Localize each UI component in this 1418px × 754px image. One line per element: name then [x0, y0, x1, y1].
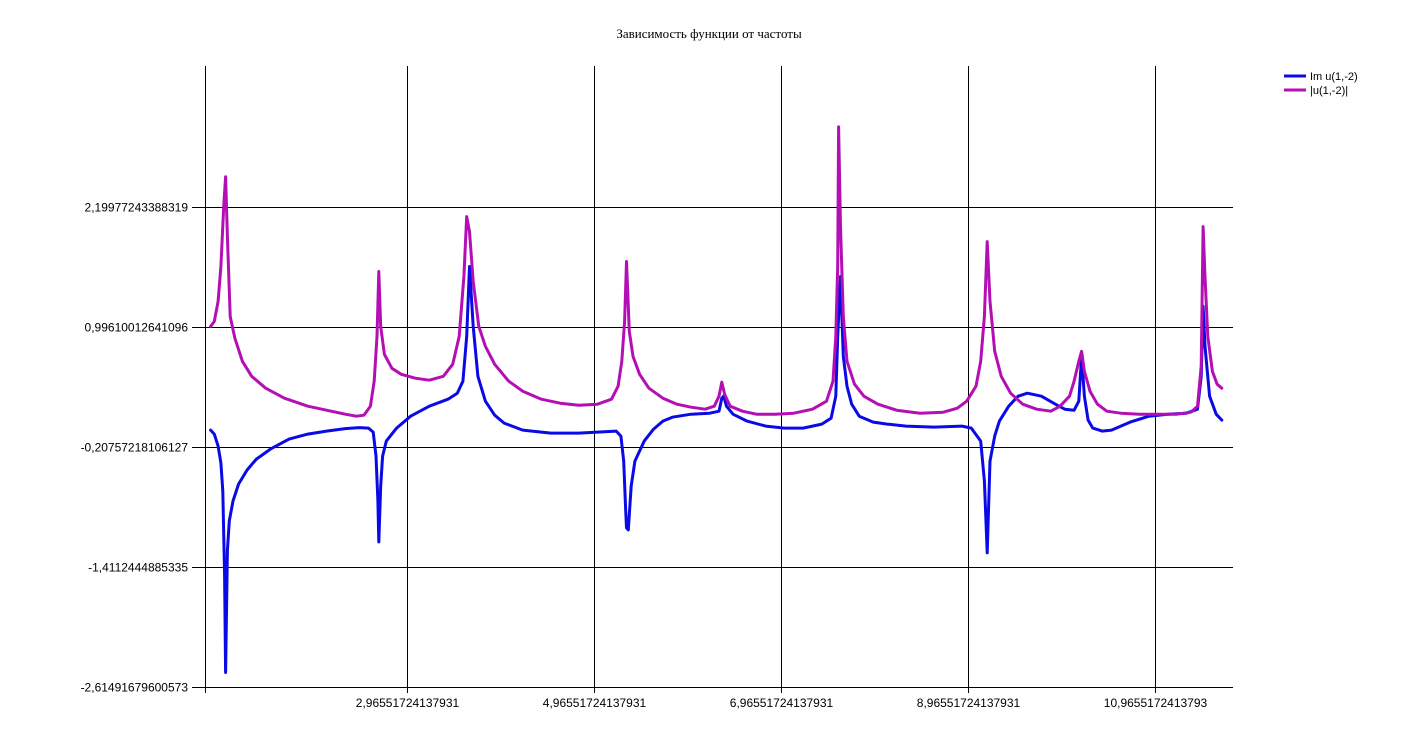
series-line-1 [209, 265, 1224, 674]
legend: Im u(1,-2) |u(1,-2)| [1284, 71, 1358, 97]
x-tick-label: 8,96551724137931 [917, 696, 1021, 710]
series-line-2 [209, 125, 1224, 418]
x-tick-label: 4,96551724137931 [543, 696, 647, 710]
y-tick-label: 2,19977243388319 [85, 201, 189, 215]
y-tick-label: 0,99610012641096 [85, 321, 189, 335]
plot-area [209, 125, 1224, 674]
y-tick-label: -1,4112444885335 [88, 561, 188, 575]
x-tick-label: 10,9655172413793 [1104, 696, 1208, 710]
axes [192, 66, 1233, 693]
chart-title: Зависимость функции от частоты [616, 26, 802, 41]
y-tick-label: -0,20757218106127 [81, 441, 189, 455]
grid [192, 66, 1233, 693]
legend-label-1: Im u(1,-2) [1310, 71, 1358, 83]
tick-labels: 2,19977243388319 0,99610012641096 -0,20757… [81, 201, 1208, 711]
x-tick-label: 2,96551724137931 [356, 696, 460, 710]
y-tick-label: -2,61491679600573 [81, 681, 189, 695]
x-tick-label: 6,96551724137931 [730, 696, 834, 710]
legend-label-2: |u(1,-2)| [1310, 85, 1348, 97]
